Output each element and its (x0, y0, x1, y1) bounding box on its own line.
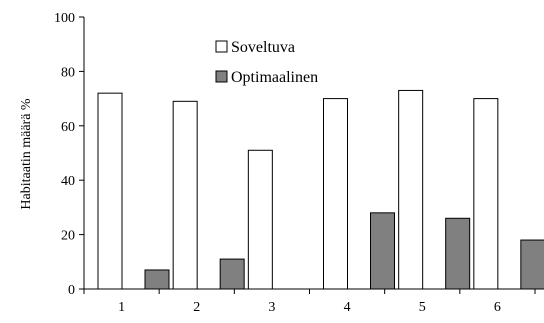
x-tick-label: 6 (494, 300, 501, 315)
bar-soveltuva-4 (323, 98, 348, 290)
legend-swatch-soveltuva (215, 40, 228, 53)
y-tick-label: 60 (61, 120, 75, 135)
y-axis-label: Habitaatin määrä % (19, 98, 34, 210)
bar-soveltuva-3 (247, 149, 273, 290)
bar-optimaalinen-2 (219, 258, 245, 290)
bar-optimaalinen-4 (370, 212, 395, 290)
legend-swatch-optimaalinen (215, 70, 228, 83)
bar-soveltuva-5 (398, 89, 424, 290)
bars (97, 89, 544, 290)
x-tick-label: 1 (118, 300, 125, 315)
x-axis: 1 2 3 4 5 6 (83, 288, 536, 315)
y-tick-label: 0 (68, 283, 75, 298)
y-tick-label: 40 (61, 174, 75, 189)
legend: Soveltuva Optimaalinen (215, 39, 318, 86)
bar-optimaalinen-1 (144, 269, 170, 290)
y-tick-label: 100 (54, 11, 75, 26)
x-tick-label: 5 (419, 300, 426, 315)
bar-soveltuva-6 (473, 98, 499, 290)
y-axis: 0 20 40 60 80 100 (54, 11, 85, 298)
bar-optimaalinen-5 (445, 217, 471, 290)
bar-soveltuva-2 (172, 100, 198, 290)
legend-label-optimaalinen: Optimaalinen (231, 69, 318, 86)
bar-soveltuva-1 (97, 92, 123, 290)
x-tick-label: 3 (268, 300, 275, 315)
x-tick-label: 4 (344, 300, 351, 315)
bar-optimaalinen-6 (520, 239, 544, 290)
legend-label-soveltuva: Soveltuva (231, 39, 295, 56)
y-tick-label: 20 (61, 229, 75, 244)
y-tick-label: 80 (61, 65, 75, 80)
x-tick-label: 2 (193, 300, 200, 315)
